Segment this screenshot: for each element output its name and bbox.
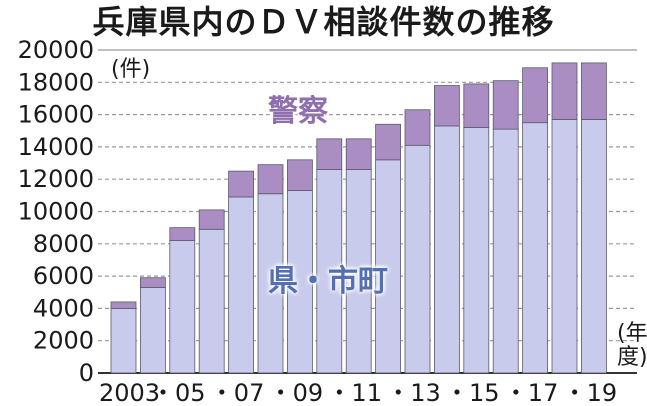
y-tick-label-2000: 2000 <box>33 327 94 355</box>
y-tick-label-20000: 20000 <box>18 36 94 64</box>
bar-2004-prefecture <box>139 287 166 374</box>
bar-2012-prefecture <box>375 159 402 374</box>
bar-2016-prefecture <box>492 128 519 374</box>
bar-2018-police <box>551 62 578 120</box>
bar-2011-prefecture <box>345 169 372 374</box>
bar-2019-prefecture <box>581 119 607 374</box>
x-tick-label-4: ・11 <box>327 379 382 406</box>
x-tick-label-3: ・09 <box>269 379 324 406</box>
bar-2006-police <box>198 209 225 230</box>
bar-2011-police <box>345 138 372 170</box>
bar-2014-police <box>433 85 460 127</box>
bar-2008-police <box>257 164 284 195</box>
y-tick-label-6000: 6000 <box>33 262 94 290</box>
bar-2007-prefecture <box>228 196 255 374</box>
bar-2010-police <box>316 138 343 170</box>
x-tick-label-5: ・13 <box>386 379 441 406</box>
bar-2009-prefecture <box>286 190 313 374</box>
bar-2013-prefecture <box>404 144 431 374</box>
bar-2006-prefecture <box>198 228 225 374</box>
bar-2010-prefecture <box>316 169 343 374</box>
series-label-police: 警察 <box>268 94 328 129</box>
bar-2005-prefecture <box>169 240 196 374</box>
y-tick-label-4000: 4000 <box>33 294 94 322</box>
bar-2018-prefecture <box>551 119 578 374</box>
bar-2016-police <box>492 80 519 130</box>
bar-2003-police <box>110 301 137 309</box>
bar-2003-prefecture <box>110 307 137 374</box>
y-tick-label-14000: 14000 <box>18 133 94 161</box>
bar-2017-prefecture <box>522 122 548 374</box>
bar-2019-police <box>581 62 607 120</box>
x-tick-label-2: ・07 <box>210 379 265 406</box>
bar-2015-police <box>463 83 490 128</box>
bar-2012-police <box>375 123 402 161</box>
series-label-prefecture: 県・市町 <box>268 264 388 299</box>
y-tick-label-0: 0 <box>79 359 94 387</box>
y-tick-label-8000: 8000 <box>33 230 94 258</box>
x-tick-label-1: ・05 <box>151 379 206 406</box>
bar-2007-police <box>228 170 255 198</box>
x-tick-label-8: ・19 <box>563 379 618 406</box>
x-tick-label-6: ・15 <box>445 379 500 406</box>
bar-2004-police <box>139 277 166 288</box>
x-axis-unit: (年度) <box>617 321 647 370</box>
bar-2008-prefecture <box>257 193 284 374</box>
y-tick-label-18000: 18000 <box>18 68 94 96</box>
x-tick-label-7: ・17 <box>504 379 559 406</box>
bar-2015-prefecture <box>463 127 490 374</box>
x-tick-label-0: 2003 <box>99 379 160 406</box>
bar-2017-police <box>522 67 548 124</box>
bar-2014-prefecture <box>433 125 460 374</box>
y-tick-label-12000: 12000 <box>18 165 94 193</box>
chart-title: 兵庫県内のＤＶ相談件数の推移 <box>92 3 555 41</box>
bar-2013-police <box>404 109 431 146</box>
bar-2009-police <box>286 159 313 191</box>
y-axis-unit: (件) <box>111 57 151 82</box>
bar-2005-police <box>169 227 196 241</box>
y-tick-label-16000: 16000 <box>18 101 94 129</box>
y-tick-label-10000: 10000 <box>18 198 94 226</box>
